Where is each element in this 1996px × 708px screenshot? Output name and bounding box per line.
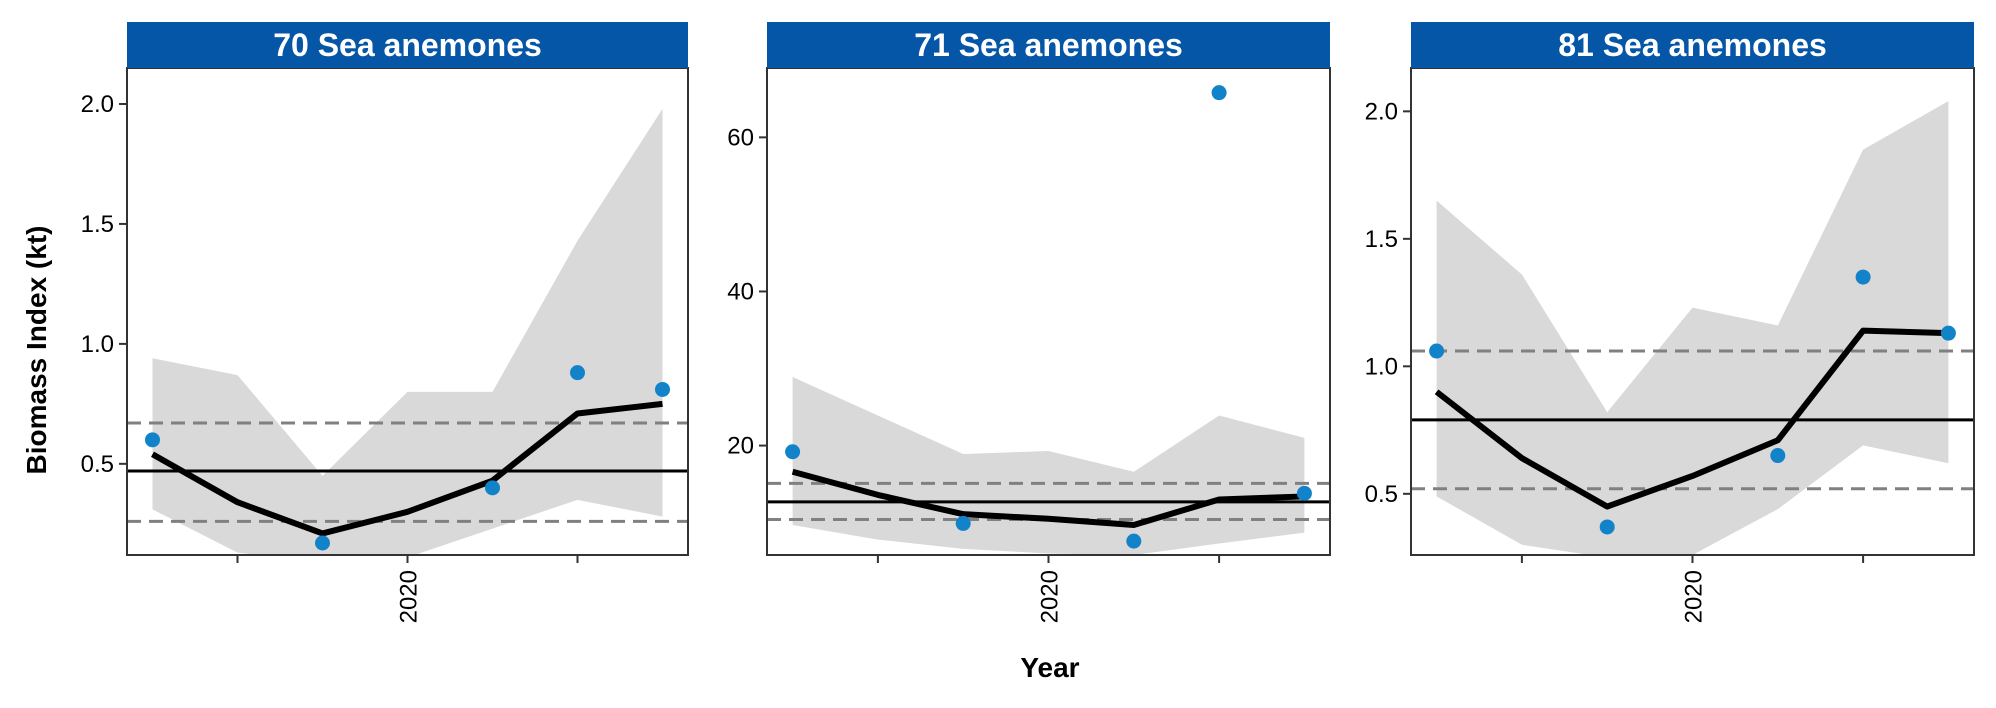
panel-strip bbox=[1411, 22, 1974, 68]
y-tick-label: 2.0 bbox=[1365, 98, 1398, 125]
data-point bbox=[1940, 325, 1956, 341]
data-point bbox=[145, 432, 160, 448]
data-point bbox=[785, 444, 801, 460]
data-point bbox=[1855, 269, 1871, 285]
y-tick-label: 0.5 bbox=[1365, 481, 1398, 508]
y-tick-label: 1.5 bbox=[81, 211, 114, 238]
x-tick-label: 2020 bbox=[1681, 570, 1708, 623]
x-tick-label: 2020 bbox=[1037, 570, 1064, 623]
data-point bbox=[1429, 343, 1445, 359]
y-tick-label: 1.5 bbox=[1365, 226, 1398, 253]
trend-line bbox=[1434, 327, 1949, 510]
trend-line bbox=[791, 468, 1305, 528]
data-point bbox=[1770, 448, 1786, 464]
plot-area bbox=[127, 108, 688, 555]
y-tick-label: 2.0 bbox=[81, 91, 114, 118]
data-point bbox=[1296, 485, 1312, 501]
y-axis-title: Biomass Index (kt) bbox=[21, 226, 52, 475]
panel-1: 70 Sea anemones 0.5 1.0 1.5 2.0 2020 bbox=[81, 22, 689, 623]
panel-2: 71 Sea anemones 20 40 60 2020 bbox=[727, 22, 1331, 623]
panel-3: 81 Sea anemones 0.5 1.0 1.5 2.0 2020 bbox=[1365, 22, 1975, 623]
data-point bbox=[1599, 519, 1615, 535]
data-point bbox=[315, 535, 330, 551]
y-tick-label: 0.5 bbox=[81, 451, 114, 478]
y-tick-label: 1.0 bbox=[81, 331, 114, 358]
data-point bbox=[570, 365, 585, 381]
trend-line bbox=[151, 400, 663, 537]
y-tick-label: 40 bbox=[727, 278, 754, 305]
x-axis-title: Year bbox=[1020, 652, 1079, 683]
data-point bbox=[955, 515, 971, 531]
y-tick-label: 1.0 bbox=[1365, 353, 1398, 380]
panel-title: 71 Sea anemones bbox=[914, 27, 1183, 63]
confidence-ribbon bbox=[792, 376, 1305, 555]
data-point bbox=[1211, 85, 1227, 101]
confidence-ribbon bbox=[1436, 101, 1949, 555]
x-tick-label: 2020 bbox=[396, 570, 423, 623]
plot-area bbox=[767, 85, 1330, 555]
data-point bbox=[655, 381, 670, 397]
panel-title: 70 Sea anemones bbox=[273, 27, 542, 63]
panel-title: 81 Sea anemones bbox=[1558, 27, 1827, 63]
panel-strip bbox=[767, 22, 1330, 68]
y-tick-label: 60 bbox=[727, 124, 754, 151]
y-tick-label: 20 bbox=[727, 433, 754, 460]
data-point bbox=[485, 480, 500, 496]
panel-strip bbox=[127, 22, 688, 68]
data-point bbox=[1126, 533, 1142, 549]
plot-area bbox=[1411, 101, 1974, 555]
